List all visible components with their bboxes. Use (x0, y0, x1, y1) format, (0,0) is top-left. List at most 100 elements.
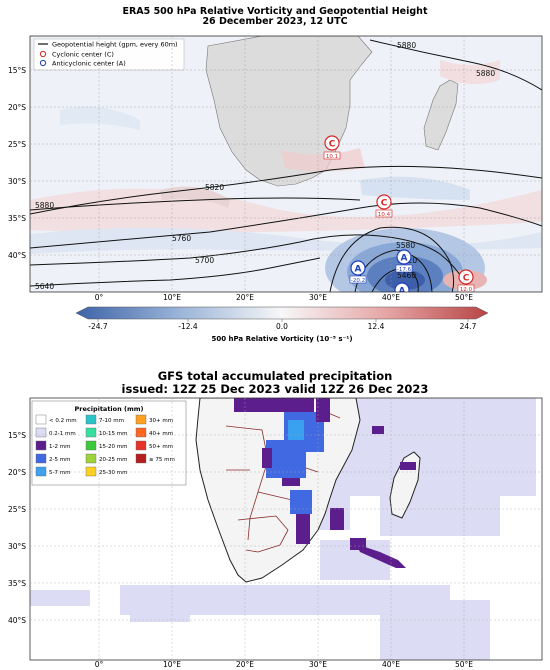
contour-label: 5880 (476, 69, 495, 78)
center-value: -17.6 (397, 267, 412, 273)
top-map-frame (29, 35, 543, 293)
lon-label: 50°E (455, 293, 473, 302)
legend-swatch (85, 427, 97, 438)
contour-label: 5700 (195, 256, 214, 265)
legend-swatch (135, 414, 147, 425)
cyclone-swatch (39, 50, 47, 58)
contour-label: 5880 (397, 41, 416, 50)
lat-label: 20°S (8, 103, 26, 112)
center-letter: A (355, 265, 362, 275)
top-map-subtitle: 26 December 2023, 12 UTC (202, 16, 348, 27)
legend-label: 25-30 mm (99, 470, 127, 476)
anticyclone-swatch (39, 59, 47, 67)
colorbar-label: 500 hPa Relative Vorticity (10⁻⁵ s⁻¹) (211, 335, 352, 343)
vorticity-colorbar: -24.7 -12.4 0.0 12.4 24.7 500 hPa Relati… (75, 306, 489, 343)
precip-legend-items: < 0.2 mm 0.2-1 mm 1-2 mm 2-5 mm 5-7 mm 7-10 m… (35, 414, 175, 477)
precip-cells (234, 398, 416, 568)
legend-swatch (85, 466, 97, 477)
bottom-gridlines (30, 398, 542, 660)
lon-label: 20°E (236, 293, 254, 302)
lat-label: 30°S (8, 542, 26, 551)
madagascar-land (423, 79, 459, 151)
legend-label: 50+ mm (149, 444, 173, 450)
top-lat-labels: 15°S 20°S 25°S 30°S 35°S 40°S (8, 66, 26, 260)
center-value: 10.4 (378, 212, 391, 218)
legend-swatch (35, 453, 47, 464)
legend-height-label: Geopotential height (gpm, every 60m) (52, 41, 178, 49)
legend-label: 15-20 mm (99, 444, 127, 450)
legend-swatch (135, 453, 147, 464)
lon-label: 20°E (236, 660, 254, 669)
lat-label: 35°S (8, 214, 26, 223)
legend-label: 7-10 mm (99, 418, 124, 424)
contour-label: 5820 (205, 183, 224, 192)
legend-swatch (35, 414, 47, 425)
contour-label: 5880 (35, 201, 54, 210)
legend-swatch (85, 414, 97, 425)
legend-label: 0.2-1 mm (49, 431, 76, 437)
colorbar-tick: 24.7 (460, 322, 477, 331)
bottom-map-title: GFS total accumulated precipitation (157, 369, 393, 383)
top-gridlines (30, 36, 542, 292)
center-letter: C (329, 140, 336, 150)
legend-swatch (35, 466, 47, 477)
top-map-title: ERA5 500 hPa Relative Vorticity and Geop… (122, 6, 428, 17)
lon-label: 40°E (382, 293, 400, 302)
vorticity-map: 5880 5820 5880 5760 5700 5640 5580 5520 … (30, 36, 542, 297)
colorbar-tick: 12.4 (368, 322, 385, 331)
cyclone-center: C 12.0 (457, 269, 475, 293)
lat-label: 35°S (8, 579, 26, 588)
lon-label: 10°E (163, 660, 181, 669)
precip-legend-title: Precipitation (mm) (74, 405, 143, 413)
legend-swatch (35, 427, 47, 438)
lat-label: 25°S (8, 140, 26, 149)
contour-label: 5460 (397, 271, 416, 280)
bottom-lon-labels: 0° 10°E 20°E 30°E 40°E 50°E (95, 660, 474, 669)
precip-light-area (30, 398, 536, 660)
lat-label: 15°S (8, 66, 26, 75)
center-value: 10.1 (326, 154, 338, 160)
colorbar-tick: 0.0 (276, 322, 288, 331)
bottom-map-subtitle: issued: 12Z 25 Dec 2023 valid 12Z 26 Dec… (121, 382, 429, 396)
lon-label: 30°E (309, 660, 327, 669)
bottom-map-frame (29, 397, 543, 661)
legend-label: 2-5 mm (49, 457, 70, 463)
legend-label: 40+ mm (149, 431, 173, 437)
lon-label: 30°E (309, 293, 327, 302)
top-lon-labels: 0° 10°E 20°E 30°E 40°E 50°E (95, 293, 474, 302)
center-letter: A (399, 287, 406, 297)
legend-label: 5-7 mm (49, 470, 70, 476)
legend-label: 20-25 mm (99, 457, 127, 463)
legend-swatch (135, 440, 147, 451)
lat-label: 25°S (8, 505, 26, 514)
lon-label: 10°E (163, 293, 181, 302)
lat-label: 30°S (8, 177, 26, 186)
legend-label: 10-15 mm (99, 431, 127, 437)
colorbar-tick: -12.4 (178, 322, 198, 331)
legend-label: 1-2 mm (49, 444, 70, 450)
lat-label: 20°S (8, 468, 26, 477)
legend-swatch (85, 453, 97, 464)
legend-cyclonic-label: Cyclonic center (C) (52, 51, 114, 59)
anticyclone-center: A (394, 282, 410, 297)
top-legend: Geopotential height (gpm, every 60m) Cyc… (33, 38, 185, 71)
legend-label: ≥ 75 mm (149, 457, 175, 463)
anticyclone-center: A -17.6 (395, 249, 413, 273)
legend-swatch (135, 427, 147, 438)
lat-label: 40°S (8, 251, 26, 260)
legend-label: 30+ mm (149, 418, 173, 424)
geopotential-contours (30, 39, 542, 292)
anticyclone-center: A -20.2 (349, 260, 367, 284)
lon-label: 0° (95, 660, 104, 669)
contour-label: 5640 (35, 282, 54, 291)
colorbar-tick: -24.7 (88, 322, 108, 331)
contour-label: 5580 (396, 241, 415, 250)
center-value: 12.0 (460, 287, 473, 293)
center-value: -20.2 (351, 278, 365, 284)
center-letter: A (401, 254, 408, 264)
lat-label: 40°S (8, 616, 26, 625)
lon-label: 40°E (382, 660, 400, 669)
center-letter: C (463, 274, 470, 284)
bottom-lat-labels: 15°S 20°S 25°S 30°S 35°S 40°S (8, 431, 26, 625)
